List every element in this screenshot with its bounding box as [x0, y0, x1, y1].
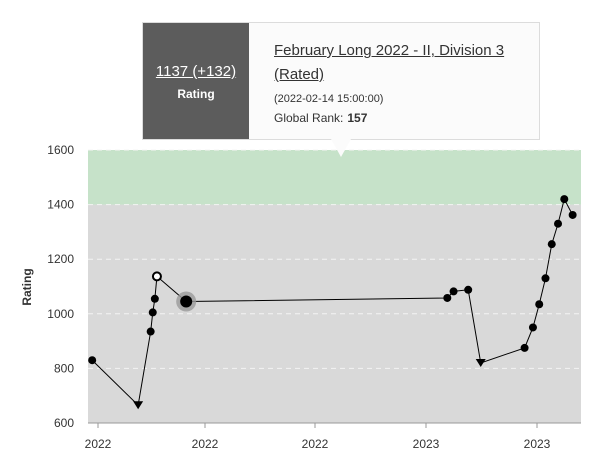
x-tick-label: 2023: [524, 437, 551, 451]
data-point-marker: [150, 294, 159, 303]
rating-series: [88, 195, 577, 410]
data-point-marker: [148, 308, 157, 317]
rating-band-fill: [88, 150, 581, 205]
tooltip-global-rank: Global Rank: 157: [274, 111, 529, 125]
data-point-marker: [146, 327, 155, 336]
contest-tooltip: 1137 (+132) Rating February Long 2022 - …: [142, 22, 540, 140]
plot-background: [88, 150, 581, 423]
data-point-marker: [180, 295, 193, 308]
y-tick-label: 800: [54, 361, 74, 375]
data-point-marker: [133, 401, 144, 410]
data-point-marker: [88, 356, 97, 365]
data-point-marker: [535, 300, 544, 309]
tooltip-rating-panel: 1137 (+132) Rating: [143, 23, 249, 139]
data-point-marker: [528, 323, 537, 332]
data-point-marker: [151, 271, 162, 282]
y-axis-ticks: 600 800 1000 1200 1400 1600: [47, 143, 74, 430]
y-tick-label: 1200: [47, 252, 74, 266]
y-tick-label: 1400: [47, 198, 74, 212]
tooltip-contest-date: (2022-02-14 15:00:00): [274, 93, 384, 105]
x-axis-ticks: 2022 2022 2022 2023 2023: [85, 423, 551, 451]
tooltip-rank-label: Global Rank:: [274, 111, 344, 125]
data-point-marker: [443, 293, 452, 302]
tooltip-rating-value[interactable]: 1137 (+132): [155, 63, 237, 80]
x-tick-label: 2022: [85, 437, 112, 451]
data-point-marker: [449, 287, 458, 296]
data-point-marker: [464, 285, 473, 294]
tooltip-contest-link[interactable]: February Long 2022 - II, Division 3 (Rat…: [274, 42, 505, 83]
tooltip-rank-value: 157: [347, 111, 368, 125]
data-point-marker: [520, 343, 529, 352]
tooltip-pointer: [331, 139, 351, 157]
tooltip-rating-label: Rating: [177, 87, 215, 101]
x-tick-label: 2022: [302, 437, 329, 451]
data-point-marker: [568, 210, 577, 219]
data-point-marker: [560, 195, 569, 204]
y-tick-label: 1600: [47, 143, 74, 157]
x-tick-label: 2022: [192, 437, 219, 451]
x-tick-label: 2023: [413, 437, 440, 451]
data-point-marker: [475, 358, 486, 367]
y-axis-label: Rating: [20, 268, 34, 305]
data-point-marker: [554, 219, 563, 228]
y-tick-label: 1000: [47, 307, 74, 321]
data-point-marker: [547, 240, 556, 249]
y-tick-label: 600: [54, 416, 74, 430]
data-point-marker: [541, 274, 550, 283]
tooltip-details: February Long 2022 - II, Division 3 (Rat…: [274, 39, 529, 125]
